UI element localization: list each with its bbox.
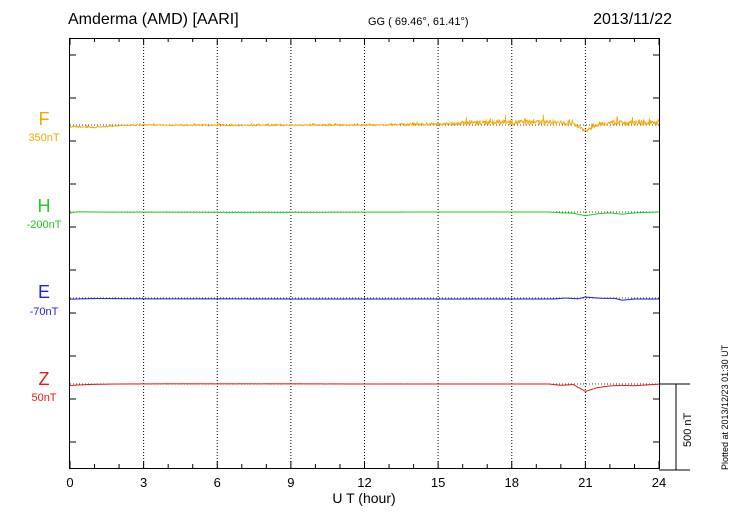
series-label-F: F <box>39 109 50 129</box>
x-tick-label: 21 <box>578 475 592 490</box>
trace-Z <box>69 383 660 392</box>
series-label-E: E <box>38 282 50 302</box>
x-tick-label: 0 <box>66 475 73 490</box>
series-label-Z: Z <box>39 369 50 389</box>
date-title: 2013/11/22 <box>593 11 672 28</box>
x-tick-label: 15 <box>431 475 445 490</box>
offset-label-F: 350nT <box>28 132 59 144</box>
coordinates-label: GG ( 69.46°, 61.41°) <box>368 16 469 28</box>
x-tick-label: 18 <box>505 475 519 490</box>
offset-label-Z: 50nT <box>31 392 56 404</box>
offset-label-H: -200nT <box>27 219 62 231</box>
x-tick-label: 9 <box>287 475 294 490</box>
x-tick-label: 12 <box>357 475 371 490</box>
series-label-H: H <box>38 196 51 216</box>
x-axis-title: U T (hour) <box>332 490 395 506</box>
x-tick-label: 24 <box>652 475 666 490</box>
station-title: Amderma (AMD) [AARI] <box>68 11 239 28</box>
trace-F <box>69 114 660 133</box>
x-tick-label: 3 <box>140 475 147 490</box>
trace-H <box>69 211 660 217</box>
offset-label-E: -70nT <box>30 306 59 318</box>
x-tick-label: 6 <box>214 475 221 490</box>
trace-E <box>69 296 660 301</box>
